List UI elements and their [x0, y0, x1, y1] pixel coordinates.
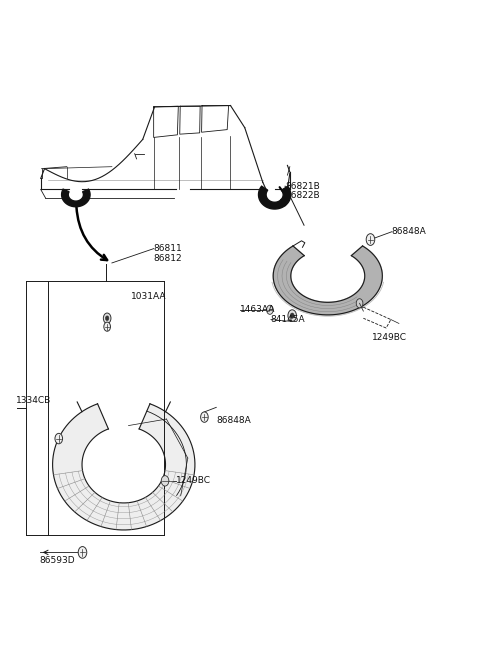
Circle shape	[356, 298, 363, 308]
Text: 1249BC: 1249BC	[176, 476, 211, 485]
Text: 86848A: 86848A	[392, 227, 427, 236]
Text: 86593D: 86593D	[40, 556, 75, 565]
Polygon shape	[61, 189, 90, 207]
Text: 1334CB: 1334CB	[16, 396, 51, 405]
Circle shape	[106, 316, 109, 321]
Circle shape	[78, 546, 87, 558]
Text: 86822B: 86822B	[285, 192, 320, 201]
Circle shape	[161, 476, 169, 486]
Text: 1249BC: 1249BC	[372, 333, 407, 342]
Text: 84145A: 84145A	[271, 315, 305, 324]
Circle shape	[290, 313, 294, 318]
Circle shape	[288, 310, 297, 321]
Text: 86811: 86811	[154, 244, 182, 253]
Circle shape	[266, 305, 273, 314]
Circle shape	[366, 234, 375, 245]
Text: 86821B: 86821B	[285, 182, 320, 191]
Circle shape	[104, 322, 110, 331]
Text: 1031AA: 1031AA	[131, 293, 167, 301]
Polygon shape	[273, 246, 383, 315]
Polygon shape	[53, 404, 195, 530]
Polygon shape	[273, 246, 383, 315]
Text: 86848A: 86848A	[216, 416, 251, 425]
Circle shape	[55, 434, 62, 443]
Text: 1463AA: 1463AA	[240, 305, 276, 314]
Circle shape	[103, 313, 111, 323]
Circle shape	[201, 412, 208, 422]
Text: 86812: 86812	[154, 254, 182, 263]
Polygon shape	[259, 186, 291, 209]
